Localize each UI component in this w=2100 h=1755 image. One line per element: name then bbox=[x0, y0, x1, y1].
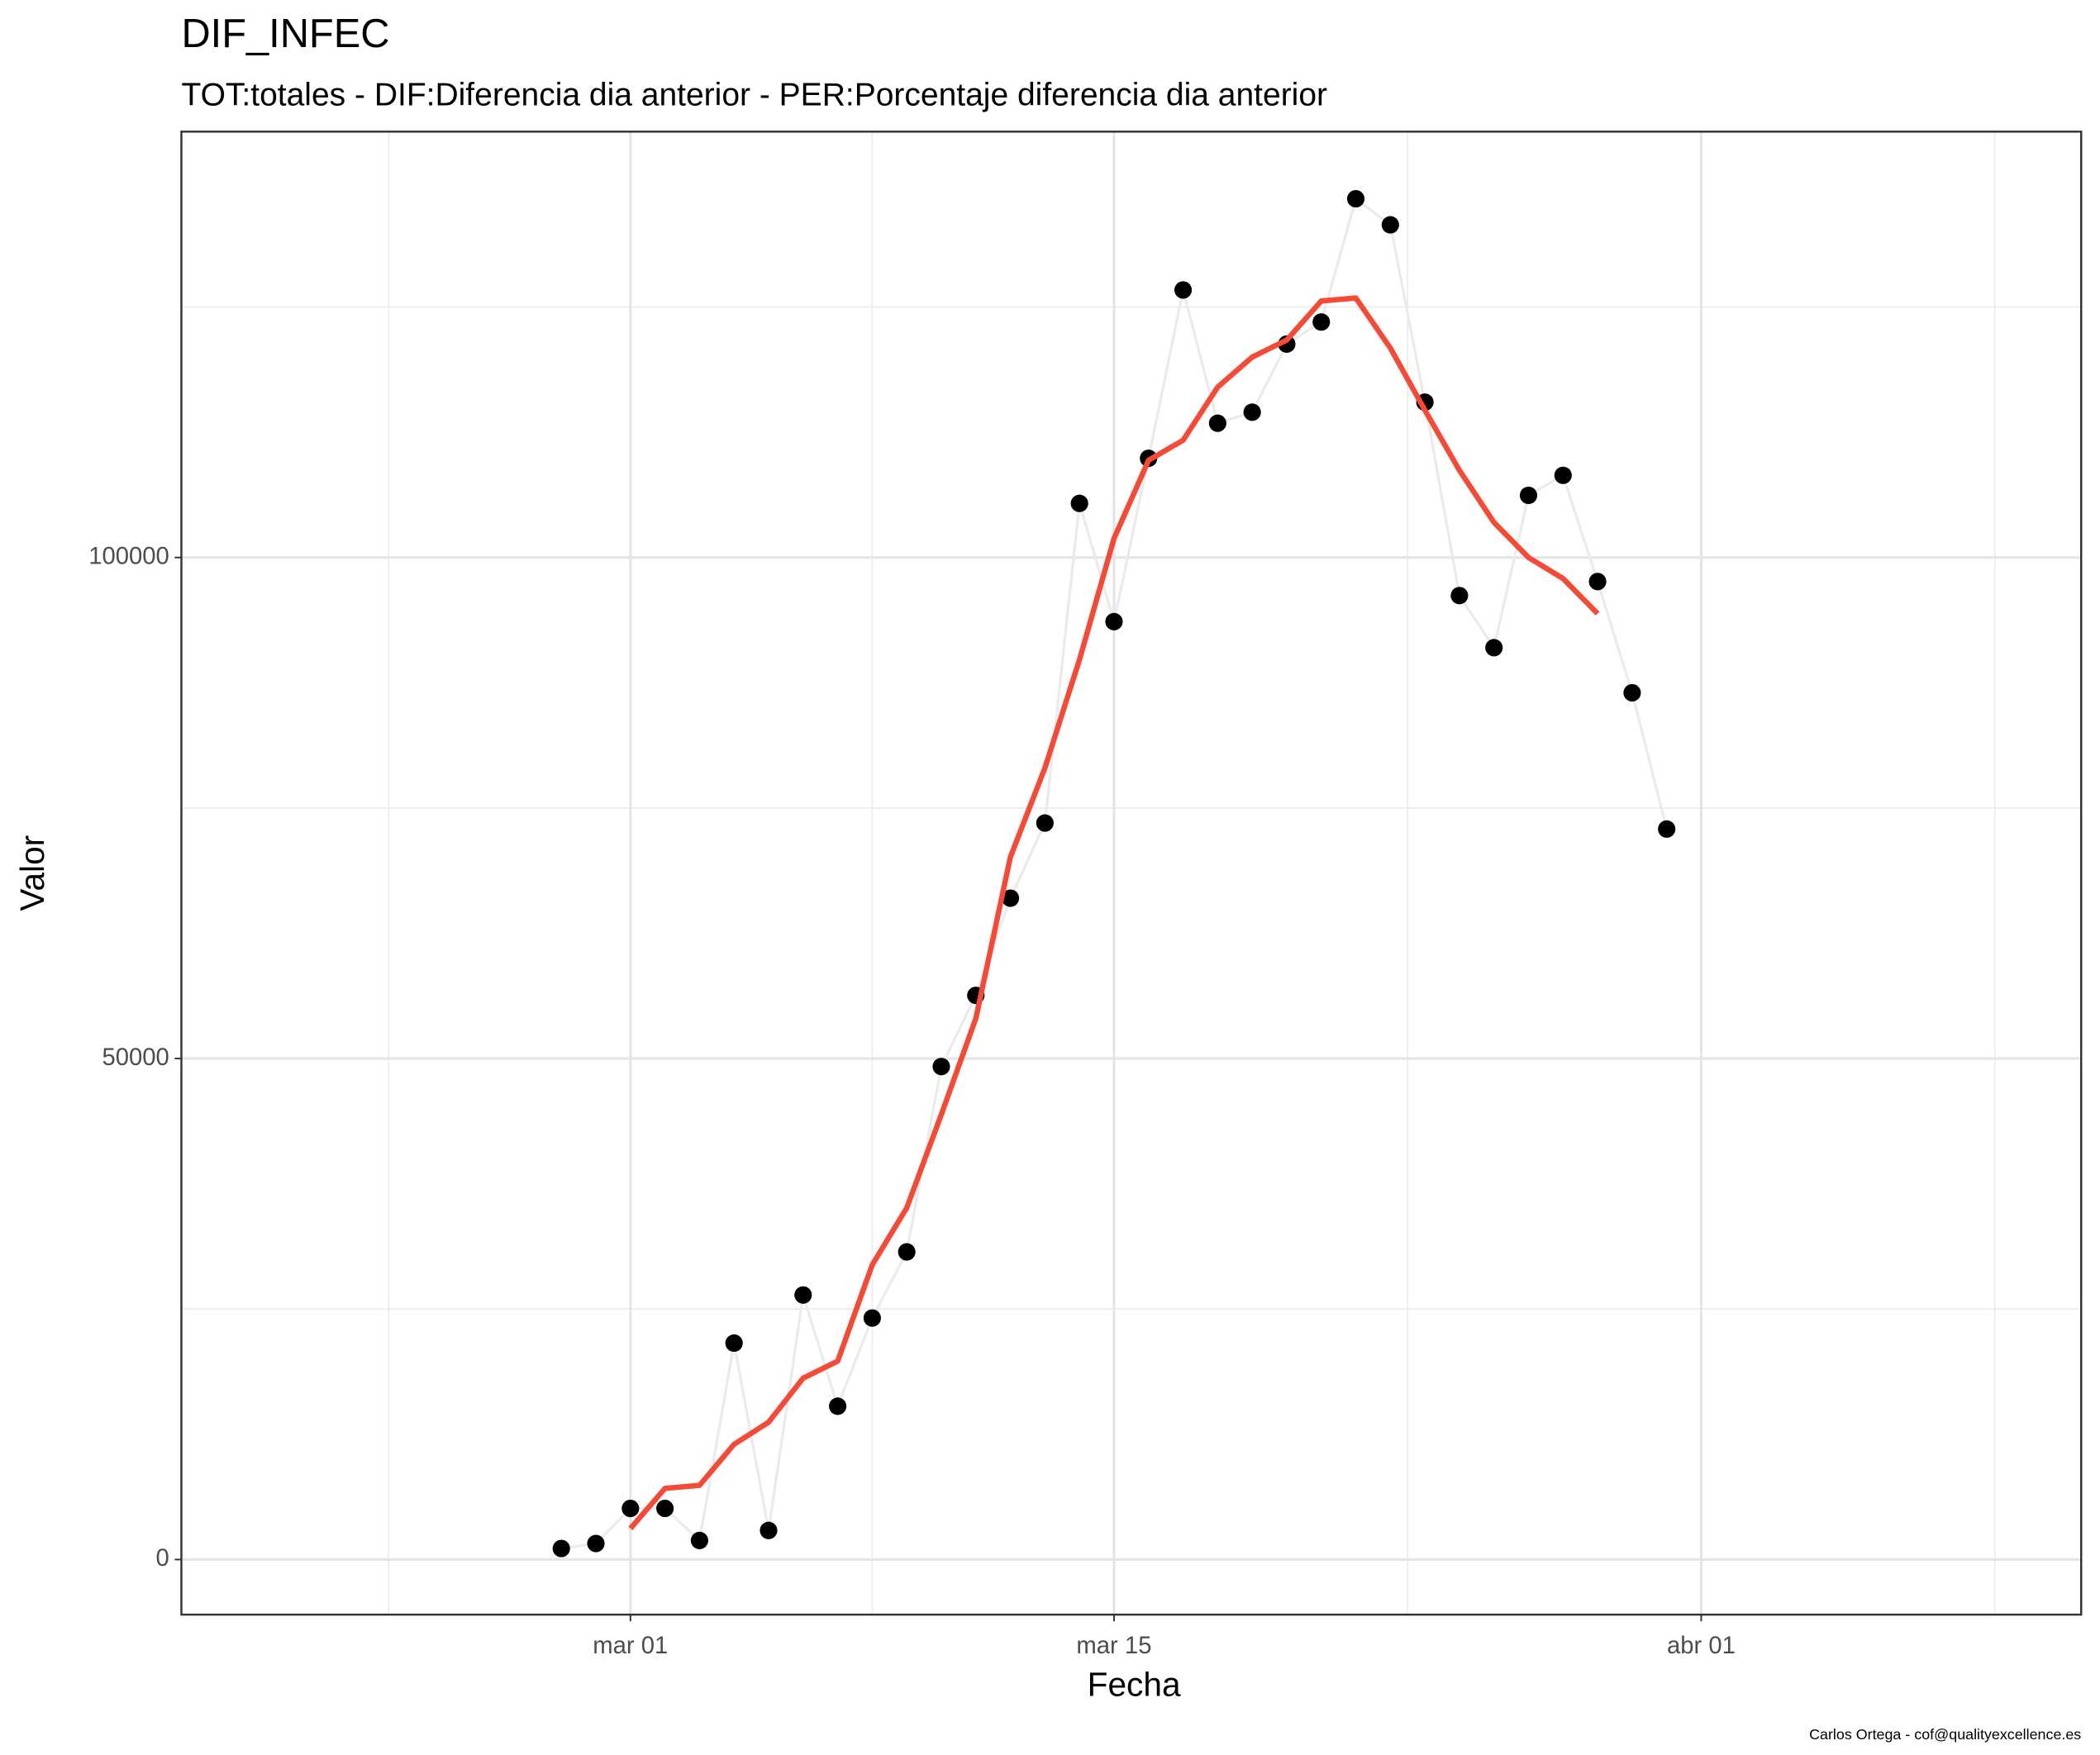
data-point bbox=[1208, 414, 1226, 432]
x-tick-label: abr 01 bbox=[1667, 1633, 1736, 1659]
data-point bbox=[1346, 190, 1365, 208]
data-point bbox=[898, 1243, 916, 1261]
y-tick-label: 0 bbox=[156, 1545, 169, 1572]
data-point bbox=[1174, 281, 1193, 299]
data-point bbox=[1243, 403, 1261, 421]
data-point bbox=[1105, 612, 1123, 630]
data-point bbox=[1450, 587, 1469, 605]
data-point bbox=[1070, 494, 1088, 512]
data-point bbox=[1036, 814, 1054, 832]
data-point bbox=[587, 1534, 605, 1553]
caption: Carlos Ortega - cof@qualityexcellence.es bbox=[1809, 1726, 2081, 1743]
series-line bbox=[628, 295, 1600, 1530]
data-point bbox=[1519, 486, 1538, 505]
data-point bbox=[794, 1286, 812, 1304]
data-point bbox=[552, 1539, 570, 1558]
data-point bbox=[1485, 639, 1503, 657]
y-tick-label: 50000 bbox=[102, 1044, 169, 1071]
data-point bbox=[621, 1499, 640, 1518]
data-point bbox=[760, 1521, 778, 1539]
data-point bbox=[725, 1334, 743, 1353]
chart-subtitle: TOT:totales - DIF:Diferencia dia anterio… bbox=[181, 77, 1327, 112]
chart-title: DIF_INFEC bbox=[181, 12, 389, 56]
x-tick-label: mar 01 bbox=[593, 1633, 668, 1659]
x-axis-title: Fecha bbox=[1088, 1666, 1181, 1704]
data-point bbox=[1658, 820, 1676, 838]
data-point bbox=[656, 1499, 674, 1518]
data-point bbox=[829, 1397, 847, 1415]
data-point bbox=[1312, 313, 1331, 331]
data-point bbox=[1623, 683, 1641, 702]
y-axis-title: Valor bbox=[13, 835, 51, 911]
data-point bbox=[1588, 573, 1607, 591]
panel-border bbox=[180, 131, 2083, 1616]
data-point bbox=[1554, 466, 1572, 484]
data-point bbox=[1381, 216, 1399, 234]
x-tick-label: mar 15 bbox=[1076, 1633, 1151, 1659]
data-point bbox=[690, 1531, 708, 1549]
data-point bbox=[1002, 889, 1020, 907]
data-point bbox=[932, 1058, 950, 1076]
data-point bbox=[863, 1309, 881, 1327]
y-tick-label: 100000 bbox=[88, 543, 169, 569]
